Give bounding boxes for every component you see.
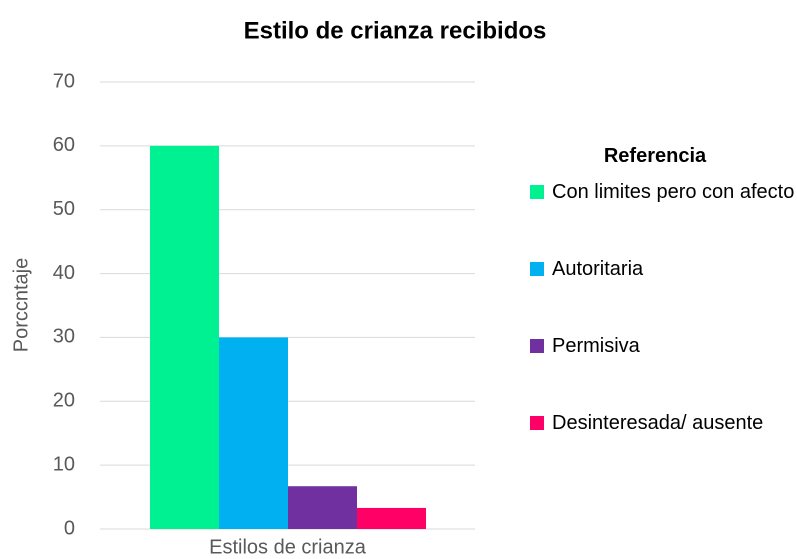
legend-label: Autoritaria bbox=[552, 258, 644, 280]
legend-label: Desinteresada/ ausente bbox=[552, 412, 764, 434]
y-axis-label: Porccntaje bbox=[10, 258, 32, 353]
legend-title: Referencia bbox=[603, 145, 707, 167]
legend-label: Permisiva bbox=[552, 335, 640, 357]
legend-label: Con limites pero con afecto bbox=[552, 181, 795, 203]
bar bbox=[288, 486, 357, 529]
y-tick-label: 30 bbox=[53, 326, 75, 348]
x-tick-label: Estilos de crianza bbox=[209, 536, 367, 558]
y-tick-label: 20 bbox=[53, 390, 75, 412]
bar bbox=[357, 507, 426, 529]
bar bbox=[219, 337, 288, 529]
y-tick-label: 60 bbox=[53, 134, 75, 156]
y-tick-label: 50 bbox=[53, 198, 75, 220]
y-tick-label: 70 bbox=[53, 70, 75, 92]
legend-item: Autoritaria bbox=[530, 254, 797, 285]
y-tick-label: 40 bbox=[53, 262, 75, 284]
legend-item: Con limites pero con afecto bbox=[530, 177, 797, 208]
chart-title: Estilo de crianza recibidos bbox=[244, 17, 547, 44]
legend-swatch bbox=[530, 416, 544, 430]
legend-item: Desinteresada/ ausente bbox=[530, 408, 797, 439]
bar bbox=[150, 145, 219, 529]
legend-item: Permisiva bbox=[530, 331, 797, 362]
y-tick-label: 0 bbox=[64, 517, 75, 539]
y-tick-label: 10 bbox=[53, 453, 75, 475]
legend-swatch bbox=[530, 262, 544, 276]
legend-swatch bbox=[530, 185, 544, 199]
legend-swatch bbox=[530, 339, 544, 353]
